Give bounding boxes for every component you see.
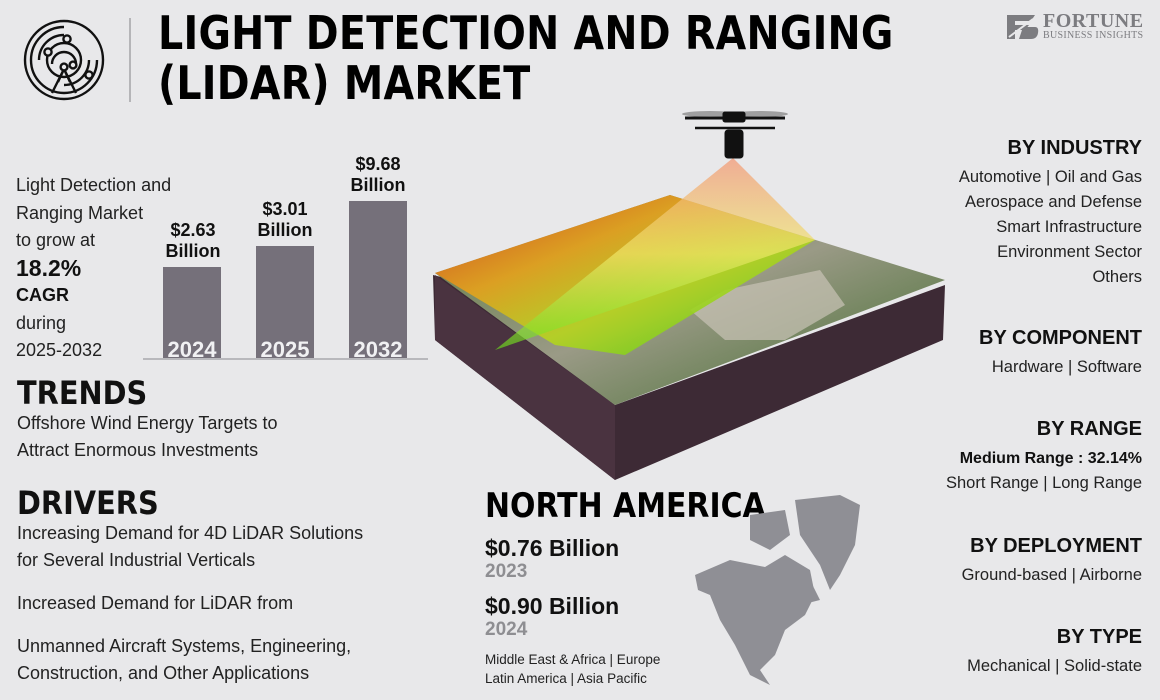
driver-text: for Several Industrial Verticals <box>17 550 256 570</box>
driver-text: Increasing Demand for 4D LiDAR Solutions <box>17 523 364 543</box>
header-divider <box>129 18 131 102</box>
page-title: LIGHT DETECTION AND RANGING (LIDAR) MARK… <box>158 8 894 108</box>
segment-heading: BY INDUSTRY <box>1007 137 1142 159</box>
segment-heading: BY COMPONENT <box>979 327 1142 349</box>
segment-item: Ground-based | Airborne <box>961 566 1142 584</box>
brand-subtitle: BUSINESS INSIGHTS <box>1043 30 1144 41</box>
segment-by-range: BY RANGE Medium Range : 32.14% Short Ran… <box>946 417 1142 496</box>
segment-by-component: BY COMPONENT Hardware | Software <box>979 326 1142 380</box>
trends-text: Offshore Wind Energy Targets to <box>17 413 278 433</box>
intro-text: to grow at <box>16 230 96 250</box>
driver-text: Construction, and Other Applications <box>17 663 310 683</box>
bar-2024: 2024 <box>163 267 221 362</box>
segment-item: Short Range | Long Range <box>945 474 1142 492</box>
intro-text: Ranging Market <box>16 202 144 223</box>
segment-item: Mechanical | Solid-state <box>967 657 1142 675</box>
brand-name: FORTUNE <box>1043 10 1144 32</box>
lidar-drone-illustration <box>425 100 945 500</box>
bar-2025: 2025 <box>256 246 314 362</box>
trends-text: Attract Enormous Investments <box>17 440 259 460</box>
market-intro: Light Detection and Ranging Market to gr… <box>16 172 186 365</box>
region-year: 2023 <box>485 561 528 582</box>
bar-value-label: $2.63 Billion <box>165 220 221 261</box>
bar-value-label: $9.68 Billion <box>350 154 406 195</box>
drivers-section: DRIVERS Increasing Demand for 4D LiDAR S… <box>17 486 363 687</box>
segment-heading: BY TYPE <box>1056 626 1142 648</box>
north-america-map-icon <box>690 495 895 690</box>
segment-item: Automotive | Oil and Gas <box>958 168 1142 186</box>
trends-heading: TRENDS <box>17 374 148 412</box>
region-heading: NORTH AMERICA <box>485 486 766 526</box>
segment-item: Smart Infrastructure <box>996 218 1142 236</box>
segment-item: Others <box>1092 268 1142 286</box>
segment-highlight: Medium Range : 32.14% <box>959 450 1142 467</box>
region-stats: $0.76 Billion 2023 $0.90 Billion 2024 <box>485 535 619 641</box>
cagr-label: CAGR <box>16 285 69 305</box>
forecast-period: 2025-2032 <box>16 340 103 360</box>
segment-item: Environment Sector <box>997 243 1142 261</box>
other-regions: Middle East & Africa | Europe Latin Amer… <box>485 650 660 688</box>
driver-text: Increased Demand for LiDAR from <box>17 593 294 613</box>
region-value-2024: $0.90 Billion <box>485 593 620 619</box>
bar-year-label: 2025 <box>260 337 310 362</box>
segment-heading: BY DEPLOYMENT <box>970 535 1142 557</box>
brand-logo: FORTUNE BUSINESS INSIGHTS <box>1005 10 1144 42</box>
segment-item: Aerospace and Defense <box>964 193 1142 211</box>
intro-text: Light Detection and <box>16 175 172 195</box>
trends-section: TRENDS Offshore Wind Energy Targets to A… <box>17 376 277 464</box>
radar-icon <box>22 18 106 102</box>
region-value-2023: $0.76 Billion <box>485 535 620 561</box>
other-regions-text: Latin America | Asia Pacific <box>485 671 647 686</box>
cagr-value: 18.2% <box>16 254 82 281</box>
region-year: 2024 <box>485 619 528 640</box>
segment-by-type: BY TYPE Mechanical | Solid-state <box>967 625 1142 679</box>
segment-item: Hardware | Software <box>991 358 1142 376</box>
title-line-1: LIGHT DETECTION AND RANGING <box>158 6 894 60</box>
fortune-logo-icon <box>1007 15 1039 39</box>
bar-value-label: $3.01 Billion <box>257 199 313 240</box>
segment-by-industry: BY INDUSTRY Automotive | Oil and Gas Aer… <box>959 136 1142 290</box>
bar-year-label: 2032 <box>353 337 403 362</box>
drivers-heading: DRIVERS <box>17 484 159 522</box>
intro-text: during <box>16 312 67 333</box>
title-line-2: (LIDAR) MARKET <box>158 56 531 110</box>
segment-heading: BY RANGE <box>1036 418 1142 440</box>
driver-text: Unmanned Aircraft Systems, Engineering, <box>17 636 352 656</box>
chart-baseline <box>143 358 428 360</box>
bar-year-label: 2024 <box>167 337 217 362</box>
other-regions-text: Middle East & Africa | Europe <box>485 652 661 667</box>
bar-2032: 2032 <box>349 201 407 362</box>
segment-by-deployment: BY DEPLOYMENT Ground-based | Airborne <box>962 534 1142 588</box>
